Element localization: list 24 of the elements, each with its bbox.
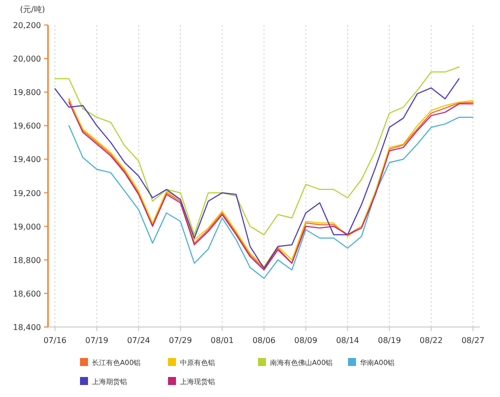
y-tick-label: 18,600 xyxy=(13,289,41,298)
x-tick-label: 08/19 xyxy=(378,336,401,345)
line-series xyxy=(54,78,460,269)
x-tick-label: 08/22 xyxy=(420,336,443,345)
x-tick-label: 07/19 xyxy=(85,336,108,345)
y-tick-label: 20,200 xyxy=(13,21,41,30)
x-tick-label: 08/27 xyxy=(461,336,485,345)
x-tick-label: 08/14 xyxy=(336,336,360,345)
y-tick-label: 19,400 xyxy=(13,155,41,164)
x-tick-label: 07/16 xyxy=(43,336,67,345)
y-axis-title: (元/吨) xyxy=(20,5,45,14)
y-tick-label: 19,800 xyxy=(13,88,41,98)
x-tick-label: 08/09 xyxy=(294,336,318,345)
x-tick-label: 07/24 xyxy=(127,336,150,345)
x-tick-label: 07/29 xyxy=(168,336,192,345)
y-tick-label: 18,800 xyxy=(13,256,41,265)
y-tick-label: 19,200 xyxy=(13,188,41,198)
x-tick-label: 08/01 xyxy=(210,336,234,345)
y-tick-label: 19,600 xyxy=(13,122,41,131)
line-series xyxy=(54,66,460,236)
y-tick-label: 20,000 xyxy=(13,54,41,64)
y-tick-label: 19,000 xyxy=(13,222,41,232)
x-tick-label: 08/06 xyxy=(252,336,276,345)
y-tick-label: 18,400 xyxy=(13,323,41,332)
